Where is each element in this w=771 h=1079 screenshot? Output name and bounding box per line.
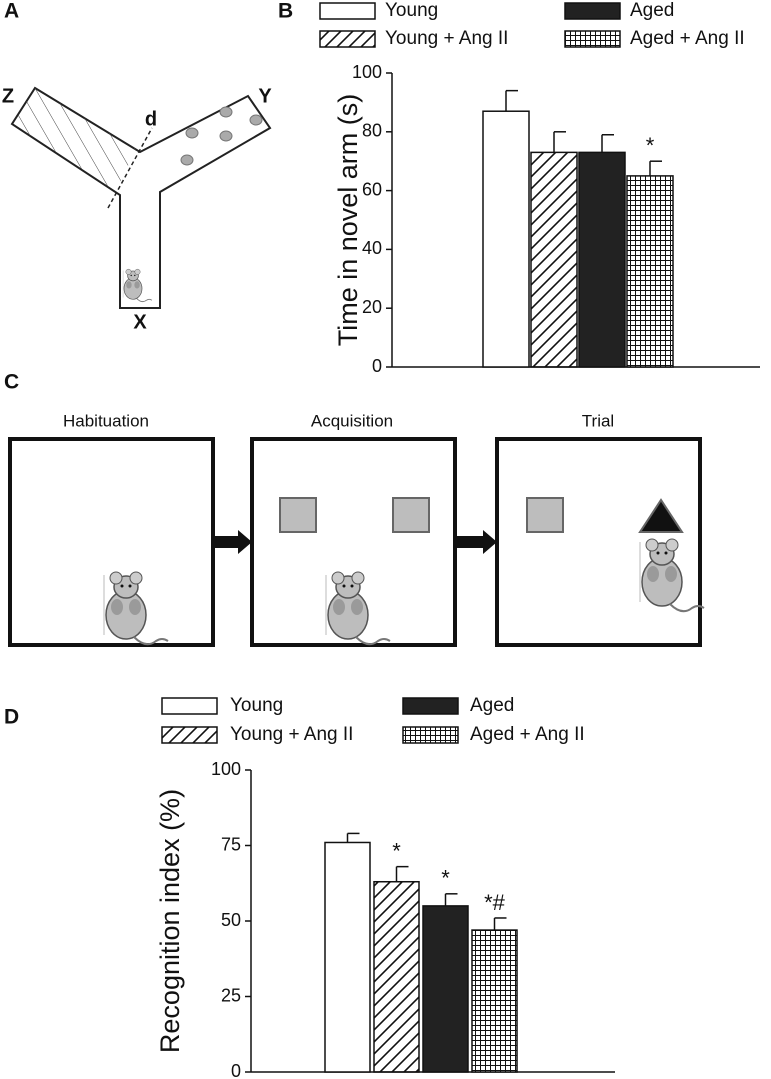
legend-swatch <box>161 726 218 744</box>
legend-swatch <box>564 2 621 20</box>
y-tick-label: 100 <box>211 759 241 779</box>
bar <box>373 880 420 1073</box>
novel-object <box>638 498 684 533</box>
y-tick-label: 20 <box>362 297 382 317</box>
legend-swatch <box>319 2 376 20</box>
legend-label: Aged <box>470 695 514 716</box>
legend-label: Aged <box>630 0 674 21</box>
panel-label: C <box>4 371 19 394</box>
stage-label: Acquisition <box>311 411 393 430</box>
legend-swatch <box>319 30 376 48</box>
bar <box>530 151 578 368</box>
y-tick-label: 25 <box>221 985 241 1005</box>
arm-label: Y <box>258 85 272 107</box>
legend-label: Young <box>230 695 283 716</box>
divider-label: d <box>145 108 157 130</box>
legend-label: Aged + Ang II <box>630 28 745 49</box>
significance-mark: * <box>441 866 450 891</box>
bar <box>422 905 469 1073</box>
y-axis-label: Time in novel arm (s) <box>333 94 363 347</box>
stage-label: Trial <box>582 411 614 430</box>
maze-objects <box>180 106 263 166</box>
arm-label: X <box>133 311 147 333</box>
y-tick-label: 0 <box>372 356 382 376</box>
maze-hatch <box>12 88 136 191</box>
legend-swatch <box>564 30 621 48</box>
legend-label: Young <box>385 0 438 21</box>
bar <box>482 110 530 368</box>
panel-label: A <box>4 0 19 23</box>
arrows <box>215 530 497 554</box>
y-tick-label: 80 <box>362 121 382 141</box>
legend-swatch <box>402 726 459 744</box>
y-tick-label: 60 <box>362 179 382 199</box>
y-tick-label: 100 <box>352 62 382 82</box>
y-tick-label: 75 <box>221 834 241 854</box>
bar <box>471 929 518 1073</box>
legend-label: Young + Ang II <box>385 28 508 49</box>
legend-label: Young + Ang II <box>230 724 353 745</box>
bar <box>324 841 371 1073</box>
mouse <box>325 571 391 646</box>
objects <box>279 497 564 533</box>
significance-mark: * <box>392 838 401 863</box>
maze-divider <box>107 127 153 209</box>
legend-label: Aged + Ang II <box>470 724 585 745</box>
bar <box>578 151 626 368</box>
y-tick-label: 50 <box>221 910 241 930</box>
legend-swatch <box>161 697 218 715</box>
y-axis-label: Recognition index (%) <box>155 789 185 1053</box>
bar <box>626 175 674 368</box>
arm-label: Z <box>2 85 14 107</box>
stage-label: Habituation <box>63 411 149 430</box>
significance-mark: *# <box>484 890 506 915</box>
panel-label: D <box>4 706 19 729</box>
y-tick-label: 0 <box>231 1061 241 1079</box>
mouse <box>103 571 169 646</box>
mouse <box>639 538 705 613</box>
significance-mark: * <box>646 133 655 158</box>
legend-swatch <box>402 697 459 715</box>
y-tick-label: 40 <box>362 238 382 258</box>
panel-label: B <box>278 0 293 23</box>
